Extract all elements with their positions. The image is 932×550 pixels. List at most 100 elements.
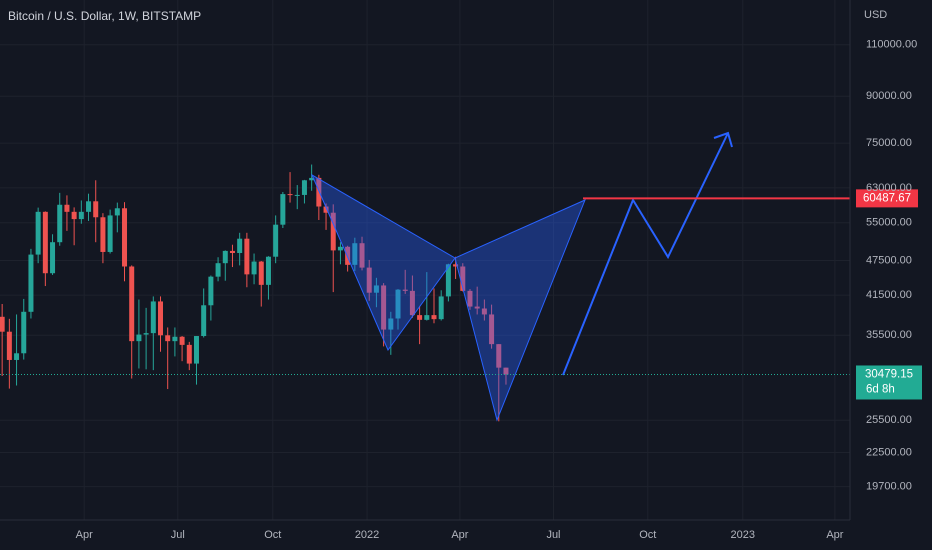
candle-body bbox=[474, 306, 480, 309]
candle-body bbox=[129, 266, 135, 342]
level-label: 60487.67 bbox=[863, 192, 911, 204]
candle-body bbox=[496, 344, 502, 368]
candle-body bbox=[287, 194, 293, 196]
candle-body bbox=[114, 208, 120, 216]
candle-body bbox=[222, 250, 228, 264]
candle-body bbox=[143, 333, 149, 335]
candle-body bbox=[258, 261, 264, 285]
x-tick-label: 2022 bbox=[355, 529, 379, 541]
level-tag bbox=[856, 189, 918, 208]
pattern-bcd bbox=[454, 199, 586, 422]
candle-body bbox=[294, 194, 300, 196]
x-tick-label: Apr bbox=[76, 529, 93, 541]
candle-body bbox=[388, 318, 394, 330]
candle-body bbox=[193, 336, 199, 364]
candle-body bbox=[265, 256, 271, 285]
candle-body bbox=[402, 289, 408, 291]
x-tick-label: Oct bbox=[264, 529, 281, 541]
candle-body bbox=[71, 211, 77, 220]
y-tick-label: 90000.00 bbox=[866, 90, 912, 102]
candle-body bbox=[208, 276, 214, 306]
candle-body bbox=[409, 290, 415, 316]
y-tick-label: 55000.00 bbox=[866, 217, 912, 229]
y-tick-label: 22500.00 bbox=[866, 446, 912, 458]
candle-body bbox=[301, 180, 307, 195]
candle-body bbox=[453, 264, 459, 267]
x-tick-label: Jul bbox=[171, 529, 185, 541]
candle-body bbox=[42, 211, 48, 274]
candle-body bbox=[21, 311, 27, 354]
candle-body bbox=[251, 261, 257, 275]
candle-body bbox=[424, 315, 430, 320]
y-tick-label: 47500.00 bbox=[866, 254, 912, 266]
x-tick-label: Apr bbox=[826, 529, 843, 541]
candle-body bbox=[316, 177, 322, 207]
candle-body bbox=[337, 246, 343, 251]
overlay: 60487.67 30479.15 6d 8h bbox=[0, 189, 922, 400]
candle-body bbox=[431, 315, 437, 320]
projection-arrow bbox=[562, 131, 733, 376]
candle-body bbox=[309, 177, 315, 181]
y-tick-label: 35500.00 bbox=[866, 329, 912, 341]
candle-body bbox=[323, 206, 329, 213]
x-tick-label: Apr bbox=[451, 529, 468, 541]
candle-body bbox=[359, 243, 365, 268]
candle-body bbox=[438, 296, 444, 320]
candle-body bbox=[122, 208, 128, 267]
candle-body bbox=[381, 285, 387, 330]
candle-body bbox=[273, 224, 279, 257]
projection-path bbox=[562, 132, 729, 376]
x-tick-label: 2023 bbox=[731, 529, 755, 541]
candle-body bbox=[467, 290, 473, 307]
candle-body bbox=[157, 301, 163, 336]
candle-body bbox=[229, 250, 235, 254]
candle-body bbox=[395, 289, 401, 319]
candle-body bbox=[165, 335, 171, 342]
candle-body bbox=[14, 353, 20, 360]
candle-body bbox=[35, 211, 41, 255]
candle-body bbox=[489, 314, 495, 345]
candle-body bbox=[215, 263, 221, 277]
candle-body bbox=[330, 212, 336, 251]
arrow-head bbox=[713, 131, 733, 148]
y-tick-label: 25500.00 bbox=[866, 414, 912, 426]
candle-body bbox=[100, 217, 106, 252]
candle-body bbox=[93, 201, 99, 218]
y-tick-label: 19700.00 bbox=[866, 481, 912, 493]
y-tick-label: 110000.00 bbox=[866, 39, 917, 51]
candle-body bbox=[50, 242, 56, 274]
candle-body bbox=[417, 315, 423, 320]
last-price-label: 30479.15 bbox=[865, 369, 913, 381]
candle-body bbox=[445, 264, 451, 297]
candle-body bbox=[352, 243, 358, 265]
candle-body bbox=[503, 367, 509, 375]
candle-body bbox=[86, 201, 92, 212]
candle-body bbox=[0, 316, 5, 332]
candle-body bbox=[237, 238, 243, 254]
candle-body bbox=[6, 331, 12, 360]
y-tick-label: 63000.00 bbox=[866, 182, 912, 194]
x-tick-label: Jul bbox=[546, 529, 560, 541]
candle-body bbox=[201, 305, 207, 337]
y-tick-label: 41500.00 bbox=[866, 289, 912, 301]
chart-title: Bitcoin / U.S. Dollar, 1W, BITSTAMP bbox=[8, 9, 201, 23]
candle-body bbox=[107, 215, 113, 252]
last-price-tag bbox=[856, 365, 922, 400]
candle-body bbox=[373, 285, 379, 293]
candle-body bbox=[172, 336, 178, 342]
countdown-label: 6d 8h bbox=[866, 384, 895, 396]
candle-body bbox=[481, 308, 487, 315]
candle-body bbox=[150, 301, 156, 334]
candle-body bbox=[460, 266, 466, 291]
y-tick-label: 75000.00 bbox=[866, 137, 912, 149]
harmonic-pattern bbox=[310, 173, 586, 422]
axis-unit: USD bbox=[864, 9, 887, 21]
candle-body bbox=[186, 344, 192, 364]
grid bbox=[0, 0, 850, 520]
candle-body bbox=[280, 194, 286, 225]
pattern-xab bbox=[310, 173, 456, 352]
candles bbox=[0, 164, 509, 422]
x-tick-label: Oct bbox=[639, 529, 656, 541]
